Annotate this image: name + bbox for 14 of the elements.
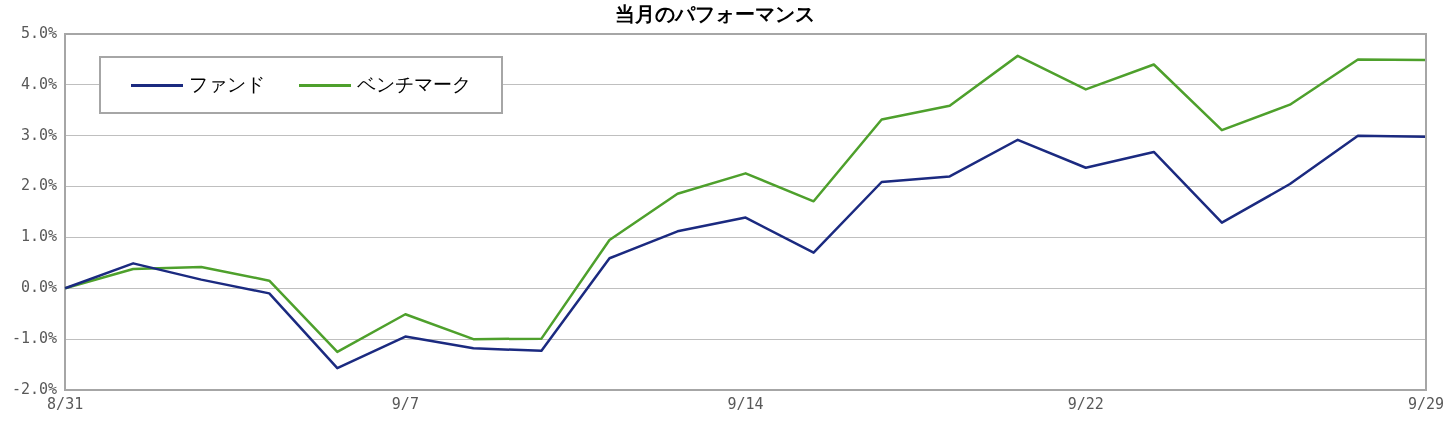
y-tick-label: 1.0% [21,227,58,246]
y-tick-label: 2.0% [21,176,58,195]
y-tick-label: 4.0% [21,74,58,93]
y-tick-label: -1.0% [12,329,58,348]
y-tick-label: 0.0% [21,278,58,297]
y-tick-label: 3.0% [21,125,58,144]
x-tick-label: 9/29 [1407,394,1445,413]
x-tick-label: 9/7 [391,394,419,413]
legend-label: ベンチマーク [357,72,472,97]
x-tick-label: 9/22 [1067,394,1104,413]
x-tick-label: 9/14 [727,394,764,413]
legend-label: ファンド [189,72,266,97]
y-tick-label: 5.0% [21,23,58,42]
chart-title: 当月のパフォーマンス [615,2,815,27]
